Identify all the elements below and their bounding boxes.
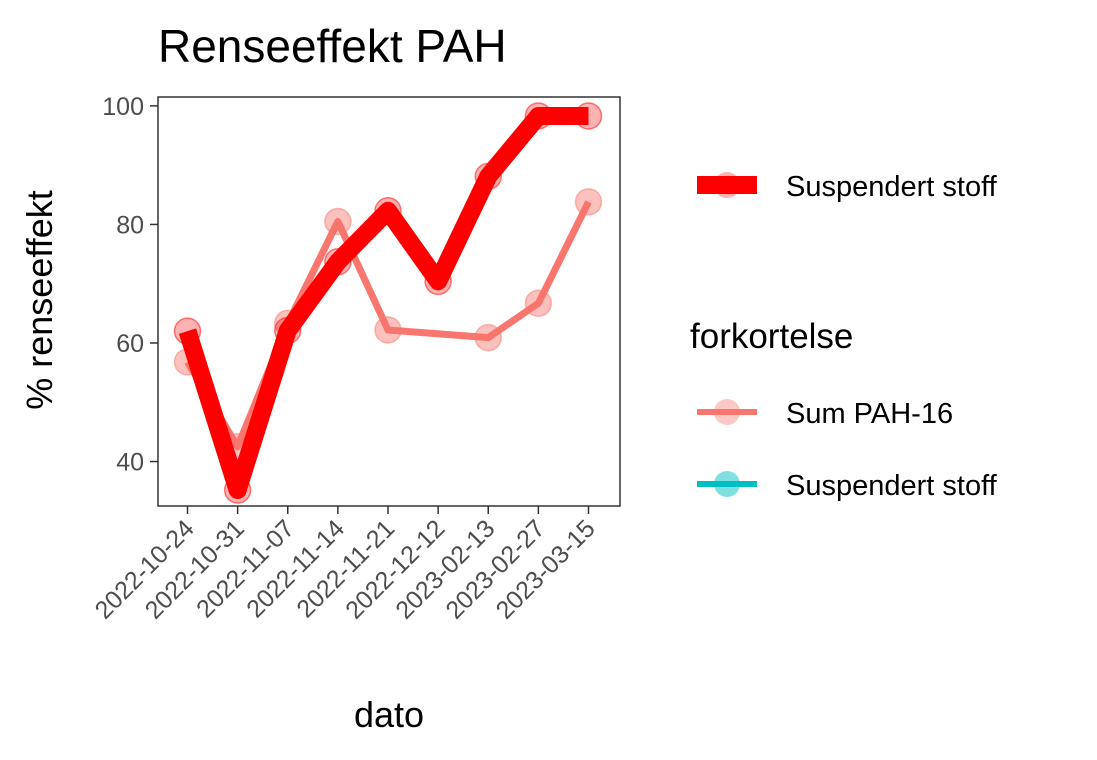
data-point-suspendert-stoff [374, 197, 402, 225]
data-point-suspendert-stoff [274, 316, 302, 345]
data-point-sum-pah-16 [474, 323, 502, 352]
legend-key-emphasis [697, 172, 757, 198]
data-point-suspendert-stoff [223, 476, 252, 504]
series-layer [173, 102, 603, 504]
legend-emphasis-point [714, 172, 740, 198]
series-line-sum-pah-16 [184, 200, 592, 451]
x-axis: 2022-10-242022-10-312022-11-072022-11-14… [90, 506, 601, 625]
legend-key-sum-pah16 [697, 399, 757, 425]
legend-point-suspendert-stoff [714, 471, 740, 497]
legend: Suspendert stoff forkortelse Sum PAH-16 … [690, 171, 998, 502]
y-axis-title: % renseeffekt [19, 190, 60, 409]
legend-label-sum-pah16: Sum PAH-16 [786, 398, 953, 430]
y-tick-label: 40 [116, 449, 144, 477]
chart-title: Renseeffekt PAH [158, 20, 507, 72]
y-tick-label: 100 [102, 93, 144, 121]
data-point-sum-pah-16 [574, 188, 603, 216]
legend-point-sum-pah16 [714, 399, 740, 425]
data-point-suspendert-stoff [574, 102, 603, 130]
data-point-suspendert-stoff [424, 267, 452, 296]
data-point-sum-pah-16 [524, 289, 553, 318]
data-point-suspendert-stoff [324, 248, 352, 276]
y-tick-label: 60 [116, 330, 144, 358]
data-point-sum-pah-16 [374, 316, 402, 344]
y-tick-label: 80 [116, 211, 144, 239]
data-point-sum-pah-16 [324, 207, 352, 236]
legend-title: forkortelse [690, 317, 853, 356]
data-point-suspendert-stoff [474, 162, 502, 191]
legend-emphasis-label: Suspendert stoff [786, 171, 998, 203]
y-axis: 40 60 80 100 [102, 93, 158, 477]
series-line-suspendert-stoff [178, 106, 589, 499]
data-point-suspendert-stoff [524, 102, 553, 130]
x-axis-title: dato [354, 694, 424, 735]
data-point-suspendert-stoff [173, 317, 202, 345]
legend-key-suspendert-stoff [697, 471, 757, 497]
legend-label-suspendert-stoff: Suspendert stoff [786, 470, 998, 502]
